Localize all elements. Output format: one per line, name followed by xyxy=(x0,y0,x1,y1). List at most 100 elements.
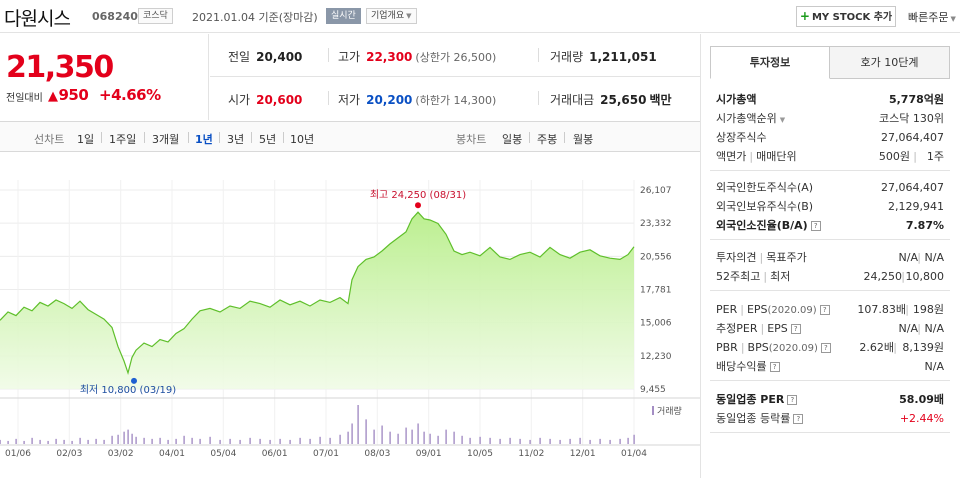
low-annotation: 최저 10,800 (03/19) xyxy=(80,384,176,396)
divider: | xyxy=(917,322,921,335)
volume-bar xyxy=(143,437,145,444)
volume-bar xyxy=(423,431,425,444)
industry-per-value: 58.09배 xyxy=(899,393,944,406)
trade-amount-unit: 백만 xyxy=(649,93,672,107)
divider xyxy=(529,132,530,143)
corp-overview-label: 기업개요 xyxy=(371,11,405,21)
volume-bar xyxy=(579,437,581,444)
volume-bar xyxy=(79,437,81,444)
day-high: 고가 22,300 (상한가 26,500) xyxy=(338,48,496,65)
volume-bar xyxy=(259,438,261,444)
price-chart: 26,107 23,332 20,556 17,781 15,006 12,230 9,45… xyxy=(0,153,700,478)
candle-monthly-button[interactable]: 월봉 xyxy=(573,133,594,146)
foreign-limit-value: 27,064,407 xyxy=(881,181,944,194)
volume-bar xyxy=(529,439,531,444)
market-badge: 코스닥 xyxy=(138,8,173,24)
period-1w-button[interactable]: 1주일 xyxy=(109,133,137,146)
eps-value: 198원 xyxy=(912,303,944,316)
volume-bar xyxy=(151,438,153,444)
volume-bar xyxy=(351,423,353,444)
tab-order-book[interactable]: 호가 10단계 xyxy=(829,46,950,79)
per-value: 107.83배 xyxy=(857,303,906,316)
corp-overview-dropdown[interactable]: 기업개요 ▼ xyxy=(366,8,417,24)
period-3m-button[interactable]: 3개월 xyxy=(152,133,180,146)
volume-bar xyxy=(299,437,301,444)
y-tick-label: 17,781 xyxy=(640,286,672,296)
quick-order-dropdown[interactable]: 빠른주문 ▼ xyxy=(908,9,956,25)
volume-bar xyxy=(175,438,177,444)
help-icon[interactable]: ? xyxy=(790,324,801,334)
volume-bar xyxy=(0,439,1,444)
volume-bar xyxy=(519,438,521,444)
info-caret-icon[interactable]: ▼ xyxy=(779,116,786,124)
volume-bar xyxy=(39,439,41,444)
volume-bar xyxy=(229,438,231,444)
market-cap-group: 시가총액 5,778억원 시가총액순위 ▼ 코스닥 130위 상장주식수 27,064,… xyxy=(710,90,950,171)
info-row: 상장주식수 27,064,407 xyxy=(710,128,950,147)
help-icon[interactable]: ? xyxy=(810,221,821,231)
valuation-group: PER | EPS(2020.09)? 107.83배 | 198원 추정PER | EPS?… xyxy=(710,296,950,381)
help-icon[interactable]: ? xyxy=(793,414,804,424)
prev-close-label: 전일 xyxy=(228,50,251,64)
chart-toolbar: 선차트 1일 1주일 3개월 1년 3년 5년 10년 봉차트 일봉 주봉 월봉 xyxy=(0,121,700,152)
volume-bar xyxy=(239,439,241,444)
period-5y-button[interactable]: 5년 xyxy=(259,133,277,146)
info-row: 액면가 | 매매단위 500원 | 1주 xyxy=(710,147,950,166)
volume-bar xyxy=(309,438,311,444)
volume-bar xyxy=(131,433,133,444)
divider xyxy=(283,132,284,143)
help-icon[interactable]: ? xyxy=(787,395,798,405)
add-mystock-button[interactable]: + MY STOCK 추가 xyxy=(796,6,896,27)
eps-label: EPS xyxy=(746,303,768,316)
tab-investment-info[interactable]: 투자정보 xyxy=(710,46,830,79)
realtime-button[interactable]: 실시간 xyxy=(326,8,361,24)
help-icon[interactable]: ? xyxy=(819,305,830,315)
volume-bar xyxy=(167,439,169,444)
volume-bar xyxy=(127,429,129,444)
y-tick-label: 26,107 xyxy=(640,186,672,196)
wk52-high-label: 52주최고 xyxy=(716,270,761,283)
volume-bar xyxy=(499,438,501,444)
x-tick-label: 07/01 xyxy=(313,449,339,459)
volume-bar xyxy=(117,434,119,444)
help-icon[interactable]: ? xyxy=(769,362,780,372)
opinion-value: N/A xyxy=(898,251,918,264)
volume-bar xyxy=(111,435,113,444)
trade-unit-value: 1주 xyxy=(926,150,944,163)
volume-bar xyxy=(549,438,551,444)
divider: | xyxy=(913,150,917,163)
volume-bar xyxy=(489,437,491,444)
volume-value: 1,211,051 xyxy=(589,50,657,64)
candle-daily-button[interactable]: 일봉 xyxy=(502,133,523,146)
volume-bar xyxy=(339,434,341,444)
price-area xyxy=(0,212,634,389)
volume-bar xyxy=(429,433,431,444)
volume-bar xyxy=(55,438,57,444)
day-high-value: 22,300 xyxy=(366,50,413,64)
volume: 거래량 1,211,051 xyxy=(550,48,657,65)
volume-bar xyxy=(569,438,571,444)
volume-bar xyxy=(71,440,73,444)
period-1d-button[interactable]: 1일 xyxy=(77,133,95,146)
period-10y-button[interactable]: 10년 xyxy=(290,133,315,146)
period-3y-button[interactable]: 3년 xyxy=(227,133,245,146)
help-icon[interactable]: ? xyxy=(820,343,831,353)
volume-bar xyxy=(15,438,17,444)
info-row: 외국인소진율(B/A)? 7.87% xyxy=(710,216,950,235)
period-1y-button[interactable]: 1년 xyxy=(195,133,213,146)
volume-bar xyxy=(7,440,9,444)
candle-weekly-button[interactable]: 주봉 xyxy=(537,133,558,146)
volume-bar xyxy=(405,427,407,444)
volume-bar xyxy=(627,437,629,444)
volume-bar xyxy=(95,438,97,444)
listed-shares-value: 27,064,407 xyxy=(881,131,944,144)
wk52-low-value: 10,800 xyxy=(905,270,945,283)
open-price-label: 시가 xyxy=(228,93,251,107)
stats-row: 시가 20,600 저가 20,200 (하한가 14,300) 거래대금 25,650… xyxy=(210,77,700,120)
divider: | xyxy=(749,150,754,163)
dividend-yield-label: 배당수익률 xyxy=(716,360,767,373)
x-tick-label: 10/05 xyxy=(467,449,493,459)
est-per-value: N/A xyxy=(898,322,918,335)
divider: | xyxy=(759,251,764,264)
y-tick-label: 12,230 xyxy=(640,352,672,362)
